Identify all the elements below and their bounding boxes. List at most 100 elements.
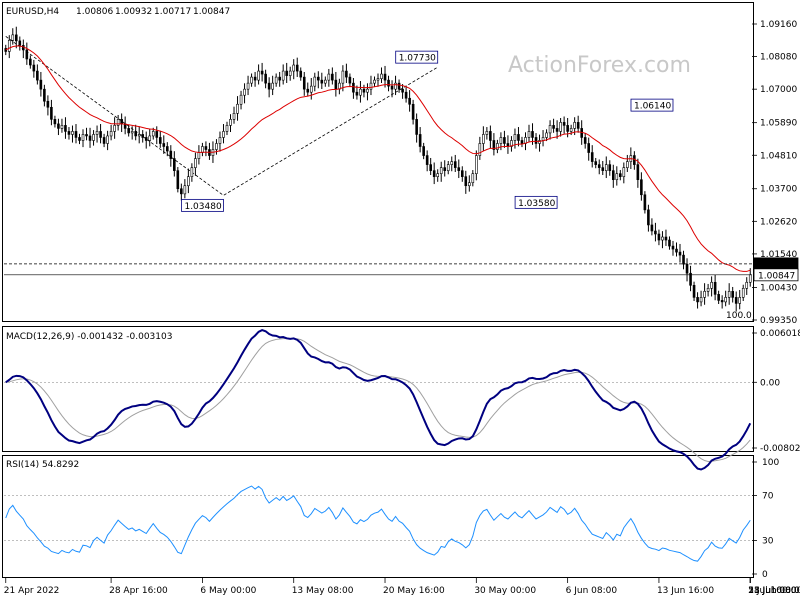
candle-body bbox=[548, 125, 552, 134]
candle-body bbox=[88, 135, 92, 141]
x-tick-label: 20 May 16:00 bbox=[383, 586, 445, 596]
candle-body bbox=[355, 91, 359, 96]
candle-body bbox=[619, 173, 622, 177]
candle-body bbox=[661, 236, 664, 241]
candle-body bbox=[569, 128, 573, 132]
candle-body bbox=[418, 134, 422, 147]
candle-body bbox=[369, 82, 373, 90]
x-tick-label: 5 Jul 16:00 bbox=[748, 586, 797, 596]
candle-body bbox=[601, 167, 605, 171]
candle-body bbox=[710, 281, 713, 289]
candle-body bbox=[331, 73, 334, 81]
candle-body bbox=[341, 70, 345, 84]
candle-body bbox=[559, 122, 562, 132]
candle-body bbox=[78, 137, 81, 141]
macd-y-tick-label: -0.00802 bbox=[760, 444, 800, 454]
candle-body bbox=[734, 297, 738, 304]
x-tick-label: 6 Jun 08:00 bbox=[566, 586, 618, 596]
candle-body bbox=[165, 146, 169, 152]
candle-body bbox=[46, 100, 50, 108]
candle-body bbox=[264, 73, 267, 84]
candle-body bbox=[71, 131, 74, 135]
candle-body bbox=[492, 140, 496, 150]
candle-body bbox=[257, 70, 260, 81]
candle-body bbox=[85, 134, 88, 137]
candle-body bbox=[102, 137, 106, 144]
candle-body bbox=[92, 134, 95, 141]
candle-body bbox=[274, 76, 278, 84]
candle-body bbox=[682, 254, 685, 265]
candle-body bbox=[11, 34, 15, 41]
x-tick-label: 6 May 00:00 bbox=[200, 586, 256, 596]
rsi-y-tick-label: 0 bbox=[762, 570, 768, 580]
candle-body bbox=[678, 251, 682, 256]
y-tick-label: 1.02620 bbox=[760, 217, 797, 227]
candle-body bbox=[562, 122, 566, 126]
price-tag-label: 1.00847 bbox=[758, 271, 795, 281]
candle-body bbox=[173, 158, 176, 171]
candle-body bbox=[724, 297, 727, 303]
candle-body bbox=[650, 224, 654, 232]
candle-body bbox=[74, 131, 78, 138]
candle-body bbox=[281, 70, 285, 81]
candle-body bbox=[657, 233, 661, 241]
candle-body bbox=[485, 131, 489, 135]
y-tick-label: 1.08080 bbox=[760, 53, 797, 63]
candle-body bbox=[106, 135, 109, 144]
candle-body bbox=[366, 88, 369, 93]
price-header-high: 1.00932 bbox=[115, 7, 152, 17]
candle-body bbox=[611, 170, 615, 180]
candle-body bbox=[285, 70, 288, 76]
candle-body bbox=[232, 113, 236, 120]
candle-body bbox=[302, 76, 306, 90]
candle-body bbox=[587, 143, 591, 153]
candle-body bbox=[531, 131, 534, 138]
candle-body bbox=[741, 288, 745, 298]
candle-body bbox=[503, 137, 506, 144]
candle-body bbox=[306, 88, 310, 93]
candle-body bbox=[471, 173, 475, 184]
macd-panel-frame bbox=[2, 326, 754, 452]
candle-body bbox=[180, 188, 183, 195]
candle-body bbox=[267, 82, 271, 90]
price-panel-frame bbox=[2, 2, 754, 322]
candle-body bbox=[692, 285, 696, 298]
candle-body bbox=[489, 131, 492, 141]
candle-body bbox=[422, 146, 425, 156]
secondary-label: 100.0 bbox=[726, 311, 752, 321]
candle-body bbox=[215, 143, 218, 150]
candle-body bbox=[453, 161, 457, 168]
candle-body bbox=[53, 119, 57, 125]
candle-body bbox=[218, 137, 222, 144]
candle-body bbox=[699, 297, 703, 303]
candle-body bbox=[190, 167, 194, 177]
candle-body bbox=[594, 161, 598, 165]
candle-body bbox=[99, 131, 102, 138]
candle-body bbox=[706, 288, 710, 292]
rsi-y-tick-label: 30 bbox=[762, 536, 774, 546]
candle-body bbox=[348, 76, 352, 84]
candle-body bbox=[464, 176, 468, 187]
x-tick-label: 28 Jun 08:00 bbox=[748, 586, 800, 596]
candle-body bbox=[443, 167, 447, 171]
candle-body bbox=[253, 76, 257, 81]
candle-body bbox=[647, 209, 650, 226]
candle-body bbox=[513, 134, 517, 141]
level-label-box bbox=[395, 50, 439, 64]
candle-body bbox=[436, 173, 439, 177]
candle-body bbox=[95, 131, 99, 135]
y-tick-label: 1.01540 bbox=[760, 250, 797, 260]
candle-body bbox=[643, 194, 647, 211]
candle-body bbox=[151, 131, 155, 137]
candle-body bbox=[390, 85, 394, 90]
candle-body bbox=[43, 88, 46, 102]
price-header-close: 1.00847 bbox=[193, 7, 230, 17]
candle-body bbox=[109, 131, 113, 137]
candle-body bbox=[439, 167, 443, 174]
candle-body bbox=[7, 39, 11, 52]
candle-body bbox=[478, 143, 482, 156]
candle-body bbox=[394, 82, 397, 90]
candle-body bbox=[685, 263, 689, 274]
level-label-text: 1.03580 bbox=[518, 199, 555, 209]
